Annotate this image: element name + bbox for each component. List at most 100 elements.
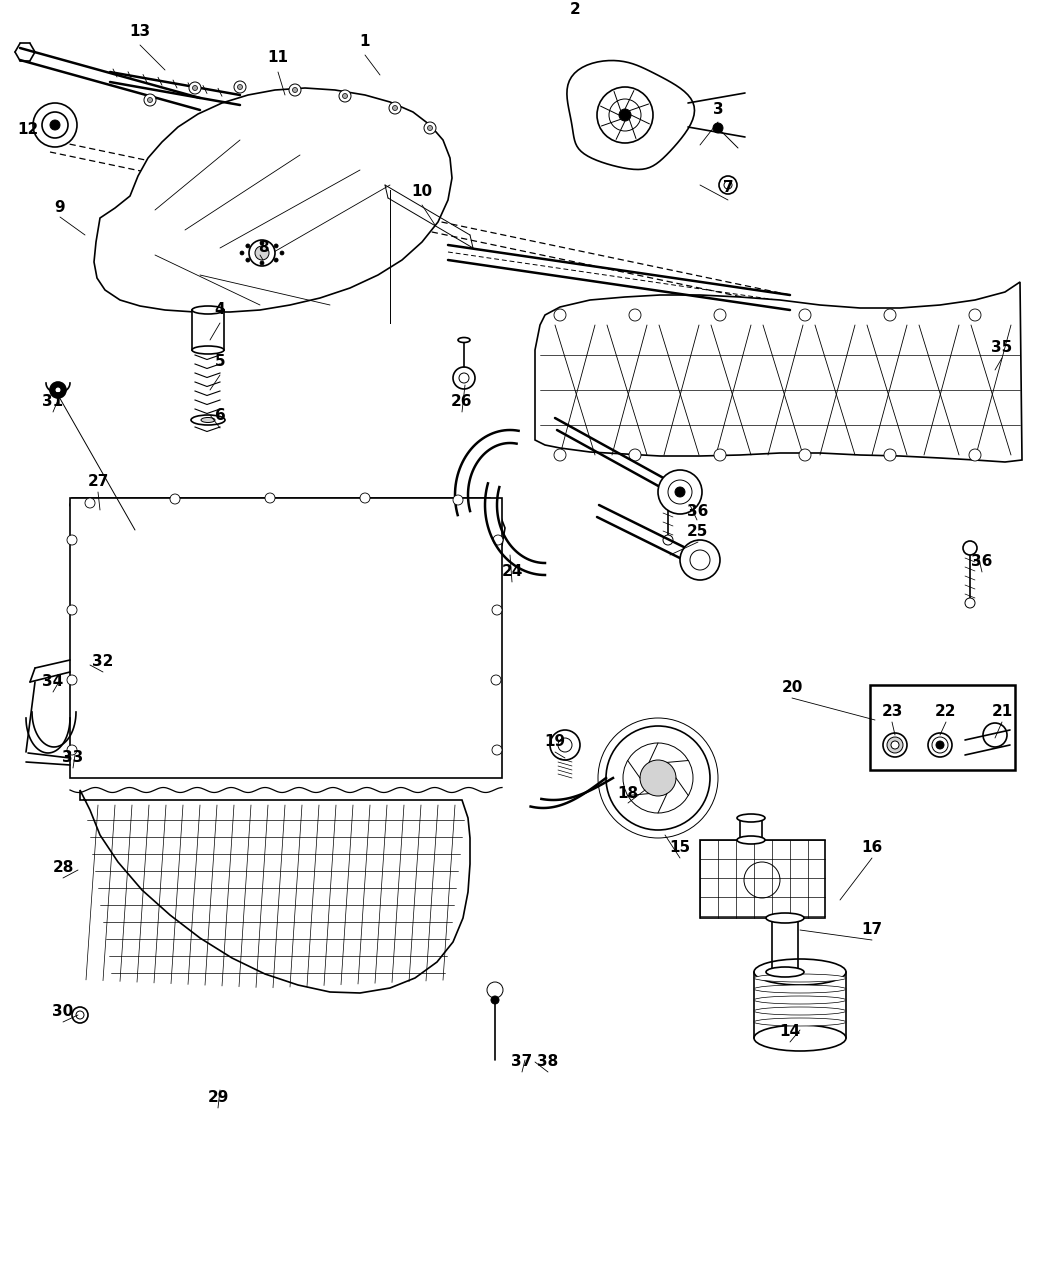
- Circle shape: [597, 87, 653, 143]
- Circle shape: [85, 499, 94, 507]
- Text: 31: 31: [42, 394, 64, 409]
- Circle shape: [799, 309, 811, 321]
- Text: 18: 18: [617, 785, 638, 801]
- Circle shape: [658, 470, 702, 514]
- Circle shape: [675, 487, 685, 497]
- Ellipse shape: [754, 1025, 846, 1051]
- Text: 24: 24: [501, 565, 523, 580]
- Circle shape: [293, 88, 297, 93]
- Circle shape: [67, 745, 77, 755]
- Text: 13: 13: [129, 24, 150, 40]
- Bar: [870, 685, 1015, 770]
- Circle shape: [33, 103, 77, 147]
- Circle shape: [50, 120, 60, 130]
- Bar: [192, 310, 224, 351]
- Ellipse shape: [201, 417, 215, 422]
- Circle shape: [339, 91, 351, 102]
- Circle shape: [147, 97, 152, 102]
- Circle shape: [189, 82, 201, 94]
- Circle shape: [554, 309, 566, 321]
- Circle shape: [237, 84, 243, 89]
- Text: 20: 20: [781, 681, 802, 695]
- Text: 1: 1: [360, 34, 371, 50]
- Circle shape: [963, 541, 976, 555]
- Text: 27: 27: [87, 474, 109, 490]
- Circle shape: [492, 745, 502, 755]
- Circle shape: [629, 449, 640, 462]
- Circle shape: [491, 996, 499, 1003]
- Ellipse shape: [458, 338, 470, 343]
- Circle shape: [965, 598, 975, 608]
- Text: 11: 11: [268, 51, 289, 65]
- Circle shape: [884, 449, 896, 462]
- Circle shape: [280, 251, 284, 255]
- Circle shape: [50, 382, 66, 398]
- Circle shape: [891, 741, 899, 748]
- Ellipse shape: [754, 974, 846, 982]
- Text: 16: 16: [861, 840, 883, 856]
- Circle shape: [640, 760, 676, 796]
- Ellipse shape: [754, 959, 846, 986]
- Circle shape: [144, 94, 156, 106]
- Circle shape: [265, 493, 275, 504]
- Text: 7: 7: [722, 181, 733, 195]
- Ellipse shape: [737, 813, 765, 822]
- Text: 29: 29: [207, 1090, 229, 1105]
- Bar: [700, 840, 825, 918]
- Circle shape: [453, 495, 463, 505]
- Polygon shape: [70, 499, 505, 570]
- Circle shape: [246, 244, 250, 247]
- Text: 33: 33: [62, 751, 84, 765]
- Circle shape: [714, 309, 726, 321]
- Ellipse shape: [754, 996, 846, 1003]
- Circle shape: [67, 674, 77, 685]
- Circle shape: [240, 251, 244, 255]
- Circle shape: [67, 536, 77, 544]
- Circle shape: [342, 93, 348, 98]
- Circle shape: [274, 244, 278, 247]
- Text: 5: 5: [214, 354, 226, 370]
- Circle shape: [427, 125, 433, 130]
- Polygon shape: [536, 282, 1022, 462]
- Polygon shape: [70, 499, 502, 778]
- Text: 19: 19: [545, 734, 566, 750]
- Text: 3: 3: [713, 102, 723, 117]
- Circle shape: [620, 108, 631, 121]
- Ellipse shape: [737, 836, 765, 844]
- Circle shape: [260, 241, 264, 245]
- Text: 4: 4: [214, 302, 226, 317]
- Circle shape: [928, 733, 952, 757]
- Text: 37: 37: [511, 1054, 532, 1070]
- Circle shape: [629, 309, 640, 321]
- Text: 35: 35: [991, 340, 1012, 356]
- Circle shape: [67, 606, 77, 615]
- Circle shape: [680, 541, 720, 580]
- Circle shape: [663, 536, 673, 544]
- Circle shape: [491, 674, 501, 685]
- Circle shape: [255, 246, 269, 260]
- Text: 26: 26: [452, 394, 472, 409]
- Text: 6: 6: [214, 408, 226, 422]
- Text: 38: 38: [538, 1054, 559, 1070]
- Ellipse shape: [766, 966, 804, 977]
- Circle shape: [192, 85, 197, 91]
- Circle shape: [55, 388, 61, 393]
- Text: 36: 36: [971, 555, 992, 570]
- Circle shape: [662, 478, 675, 492]
- Circle shape: [393, 106, 398, 111]
- Circle shape: [453, 367, 475, 389]
- Text: 28: 28: [52, 861, 74, 876]
- Circle shape: [492, 606, 502, 615]
- Circle shape: [360, 493, 370, 504]
- Text: 32: 32: [92, 654, 113, 669]
- Circle shape: [969, 309, 981, 321]
- Circle shape: [170, 493, 180, 504]
- Text: 10: 10: [412, 185, 433, 199]
- Ellipse shape: [754, 1017, 846, 1026]
- Text: 12: 12: [18, 122, 39, 138]
- Text: 14: 14: [779, 1025, 800, 1039]
- Text: 30: 30: [52, 1005, 74, 1020]
- Circle shape: [714, 449, 726, 462]
- Circle shape: [274, 258, 278, 263]
- Circle shape: [260, 261, 264, 265]
